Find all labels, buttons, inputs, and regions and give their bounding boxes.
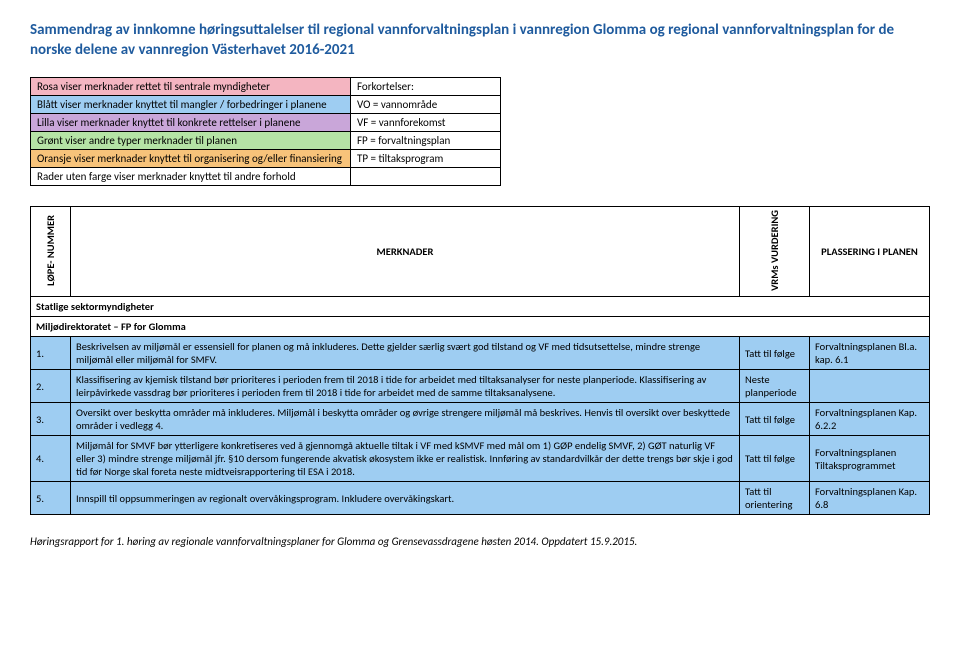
row-merknader: Oversikt over beskytta områder må inklud…: [71, 403, 740, 436]
row-plassering: Forvaltningsplanen Kap. 6.2.2: [810, 403, 930, 436]
main-table: LØPE- NUMMER MERKNADER VRMs VURDERING PL…: [30, 206, 930, 516]
row-plassering: Forvaltningsplanen Tiltaksprogrammet: [810, 436, 930, 482]
legend-row: Grønt viser andre typer merknader til pl…: [31, 131, 501, 149]
footer-text: Høringsrapport for 1. høring av regional…: [30, 535, 930, 548]
row-number: 5.: [31, 482, 71, 515]
legend-row: Rosa viser merknader rettet til sentrale…: [31, 77, 501, 95]
table-row: 1.Beskrivelsen av miljømål er essensiell…: [31, 337, 930, 370]
table-row: 5.Innspill til oppsummeringen av regiona…: [31, 482, 930, 515]
section-header-cell: Miljødirektoratet – FP for Glomma: [31, 317, 930, 337]
row-plassering: Forvaltningsplanen Kap. 6.8: [810, 482, 930, 515]
row-vurdering: Tatt til orientering: [740, 482, 810, 515]
row-merknader: Innspill til oppsummeringen av regionalt…: [71, 482, 740, 515]
legend-table: Rosa viser merknader rettet til sentrale…: [30, 77, 501, 186]
header-row: LØPE- NUMMER MERKNADER VRMs VURDERING PL…: [31, 206, 930, 297]
legend-left-cell: Lilla viser merknader knyttet til konkre…: [31, 113, 351, 131]
row-number: 3.: [31, 403, 71, 436]
legend-left-cell: Blått viser merknader knyttet til mangle…: [31, 95, 351, 113]
legend-left-cell: Rosa viser merknader rettet til sentrale…: [31, 77, 351, 95]
header-merk: MERKNADER: [71, 206, 740, 297]
table-row: 3.Oversikt over beskytta områder må inkl…: [31, 403, 930, 436]
section-header-row: Miljødirektoratet – FP for Glomma: [31, 317, 930, 337]
row-number: 4.: [31, 436, 71, 482]
row-merknader: Miljømål for SMVF bør ytterligere konkre…: [71, 436, 740, 482]
legend-right-cell: VF = vannforekomst: [351, 113, 501, 131]
legend-left-cell: Grønt viser andre typer merknader til pl…: [31, 131, 351, 149]
legend-right-cell: Forkortelser:: [351, 77, 501, 95]
legend-row: Lilla viser merknader knyttet til konkre…: [31, 113, 501, 131]
row-vurdering: Neste planperiode: [740, 370, 810, 403]
legend-left-cell: Oransje viser merknader knyttet til orga…: [31, 149, 351, 167]
row-vurdering: Tatt til følge: [740, 403, 810, 436]
legend-row: Blått viser merknader knyttet til mangle…: [31, 95, 501, 113]
legend-right-cell: TP = tiltaksprogram: [351, 149, 501, 167]
section-header-cell: Statlige sektormyndigheter: [31, 297, 930, 317]
row-vurdering: Tatt til følge: [740, 436, 810, 482]
legend-right-cell: VO = vannområde: [351, 95, 501, 113]
header-vurd: VRMs VURDERING: [740, 206, 810, 297]
header-num: LØPE- NUMMER: [31, 206, 71, 297]
legend-row: Rader uten farge viser merknader knyttet…: [31, 167, 501, 185]
row-plassering: Forvaltningsplanen Bl.a. kap. 6.1: [810, 337, 930, 370]
table-row: 4.Miljømål for SMVF bør ytterligere konk…: [31, 436, 930, 482]
legend-right-cell: FP = forvaltningsplan: [351, 131, 501, 149]
row-plassering: [810, 370, 930, 403]
row-number: 2.: [31, 370, 71, 403]
header-plass: PLASSERING I PLANEN: [810, 206, 930, 297]
row-number: 1.: [31, 337, 71, 370]
legend-right-cell: [351, 167, 501, 185]
page-title: Sammendrag av innkomne høringsuttalelser…: [30, 20, 930, 61]
table-row: 2.Klassifisering av kjemisk tilstand bør…: [31, 370, 930, 403]
legend-left-cell: Rader uten farge viser merknader knyttet…: [31, 167, 351, 185]
row-vurdering: Tatt til følge: [740, 337, 810, 370]
legend-row: Oransje viser merknader knyttet til orga…: [31, 149, 501, 167]
row-merknader: Beskrivelsen av miljømål er essensiell f…: [71, 337, 740, 370]
row-merknader: Klassifisering av kjemisk tilstand bør p…: [71, 370, 740, 403]
section-header-row: Statlige sektormyndigheter: [31, 297, 930, 317]
